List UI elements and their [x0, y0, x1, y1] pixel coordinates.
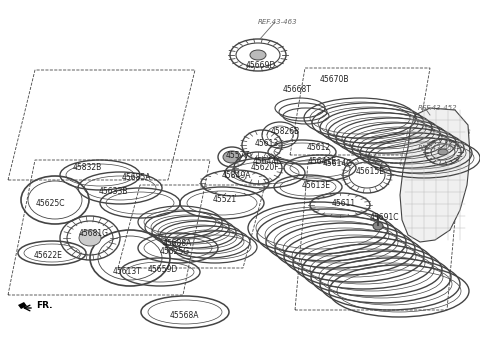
Polygon shape	[400, 108, 470, 242]
Text: 45681G: 45681G	[79, 228, 109, 238]
Text: 45670B: 45670B	[320, 75, 349, 85]
Text: 45685A: 45685A	[122, 173, 152, 183]
Text: 45659D: 45659D	[148, 266, 178, 274]
Text: 45620F: 45620F	[251, 164, 280, 172]
Text: 45614G: 45614G	[323, 158, 353, 168]
Text: REF.43-463: REF.43-463	[258, 19, 298, 25]
Text: REF.43-454: REF.43-454	[418, 145, 457, 151]
Ellipse shape	[438, 149, 448, 155]
Text: 45613E: 45613E	[302, 181, 331, 189]
Text: REF.43-452: REF.43-452	[418, 105, 457, 111]
Text: 45849A: 45849A	[222, 170, 252, 180]
Ellipse shape	[373, 222, 383, 230]
Polygon shape	[18, 302, 27, 309]
Text: 45568A: 45568A	[170, 310, 200, 320]
Text: 45826B: 45826B	[271, 128, 300, 136]
Text: 45613T: 45613T	[113, 268, 142, 276]
Text: 45521: 45521	[213, 195, 237, 204]
Text: 45691C: 45691C	[370, 214, 399, 222]
Text: 45832B: 45832B	[73, 164, 102, 172]
Text: 45613: 45613	[255, 138, 279, 148]
Text: 45668T: 45668T	[283, 85, 312, 95]
Text: 45615E: 45615E	[356, 168, 385, 176]
Text: FR.: FR.	[36, 301, 52, 309]
Ellipse shape	[250, 50, 266, 60]
Text: 45577: 45577	[226, 151, 251, 159]
Text: 45622E: 45622E	[34, 251, 63, 259]
Text: 45644C: 45644C	[253, 157, 283, 167]
Text: 45641E: 45641E	[308, 157, 337, 167]
Text: 45625C: 45625C	[36, 200, 65, 208]
Text: 45612: 45612	[307, 143, 331, 153]
Text: 45669D: 45669D	[246, 61, 276, 69]
Text: 45611: 45611	[332, 199, 356, 207]
Ellipse shape	[79, 230, 101, 246]
Text: 45688A: 45688A	[163, 238, 192, 248]
Text: 45625G: 45625G	[160, 246, 190, 255]
Text: 45633B: 45633B	[99, 187, 129, 196]
Ellipse shape	[223, 151, 241, 163]
